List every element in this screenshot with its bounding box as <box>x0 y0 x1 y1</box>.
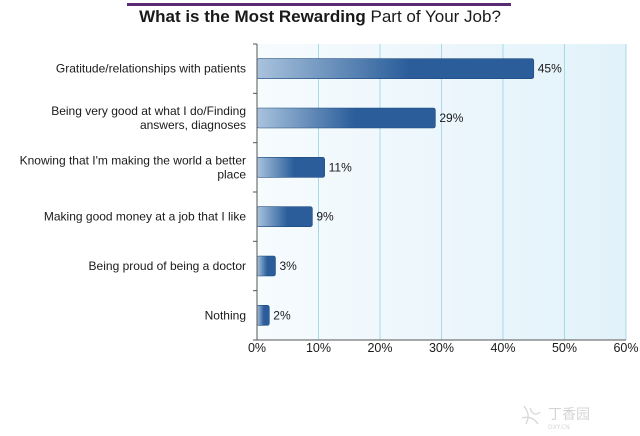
data-label: 11% <box>329 160 352 174</box>
bar <box>256 255 276 277</box>
data-label: 29% <box>439 111 463 125</box>
data-label: 45% <box>538 62 562 76</box>
data-label: 3% <box>279 259 297 273</box>
dxy-logo-icon <box>521 405 541 425</box>
category-label: Nothing <box>205 308 246 322</box>
bar <box>256 157 325 178</box>
bar <box>256 107 436 129</box>
data-label: 9% <box>316 210 334 224</box>
watermark-sub: DXY.CN <box>548 424 570 431</box>
bar <box>256 58 535 79</box>
watermark: 丁香园 DXY.CN <box>521 405 590 431</box>
category-label: Making good money at a job that I like <box>44 210 246 224</box>
watermark-text: 丁香园 <box>548 407 590 423</box>
x-tick-label: 10% <box>306 341 331 355</box>
bar <box>256 305 270 326</box>
x-tick-label: 20% <box>367 341 392 355</box>
x-tick-label: 30% <box>429 341 454 355</box>
chart-title-rest: Part of Your Job? <box>370 7 501 26</box>
chart-title: What is the Most Rewarding Part of Your … <box>0 7 640 27</box>
x-tick-label: 50% <box>552 341 577 355</box>
category-label: Being proud of being a doctor <box>89 259 246 273</box>
x-tick-label: 0% <box>248 341 266 355</box>
data-label: 2% <box>273 308 291 322</box>
x-tick-label: 40% <box>490 341 515 355</box>
chart-title-bold: What is the Most Rewarding <box>139 7 366 26</box>
bar <box>256 206 313 227</box>
title-rule <box>127 3 511 6</box>
category-label: Knowing that I'm making the world a bett… <box>20 153 247 181</box>
category-label: Being very good at what I do/Finding answ… <box>51 104 246 132</box>
category-label: Gratitude/relationships with patients <box>56 62 246 76</box>
x-tick-label: 60% <box>613 341 638 355</box>
